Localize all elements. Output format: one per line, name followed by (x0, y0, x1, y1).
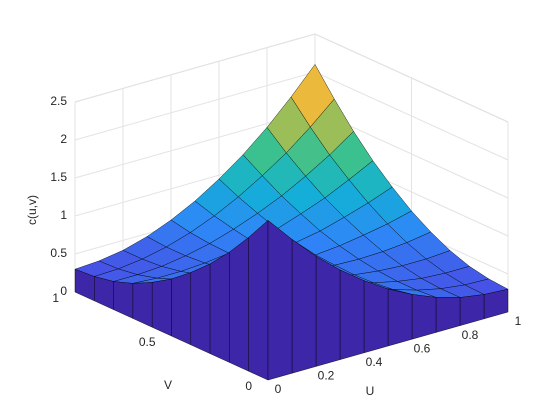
x-tick-label: 0.2 (318, 369, 335, 383)
surface-wall (291, 239, 317, 374)
z-axis-label: c(u,v) (25, 195, 39, 225)
surface-wall (411, 294, 437, 340)
surface-wall (190, 263, 211, 354)
z-tick-label: 1 (60, 208, 67, 222)
z-tick-label: 1.5 (50, 170, 67, 184)
surface-wall (248, 219, 269, 381)
surface-wall (151, 278, 172, 337)
surface-wall (267, 219, 293, 381)
surface-wall (315, 255, 341, 367)
surface-wall (387, 288, 413, 347)
surface-wall (363, 280, 389, 354)
surface-wall (229, 236, 249, 372)
z-tick-label: 0 (60, 284, 67, 298)
y-tick-label: 1 (52, 291, 59, 305)
x-tick-label: 0 (275, 382, 282, 396)
y-tick-label: 0 (245, 379, 252, 393)
z-tick-label: 2 (60, 132, 67, 146)
x-tick-label: 0.8 (462, 328, 479, 342)
x-tick-label: 0.6 (414, 341, 431, 355)
surface-wall (171, 272, 192, 346)
y-tick-label: 0.5 (139, 335, 156, 349)
z-tick-label: 0.5 (50, 246, 67, 260)
x-tick-label: 0.4 (366, 355, 383, 369)
x-tick-label: 1 (515, 314, 522, 328)
y-axis-label: V (164, 378, 172, 392)
surface-wall (339, 269, 365, 360)
x-axis-label: U (366, 384, 375, 398)
surface-wall (209, 251, 230, 363)
z-tick-label: 2.5 (50, 94, 67, 108)
